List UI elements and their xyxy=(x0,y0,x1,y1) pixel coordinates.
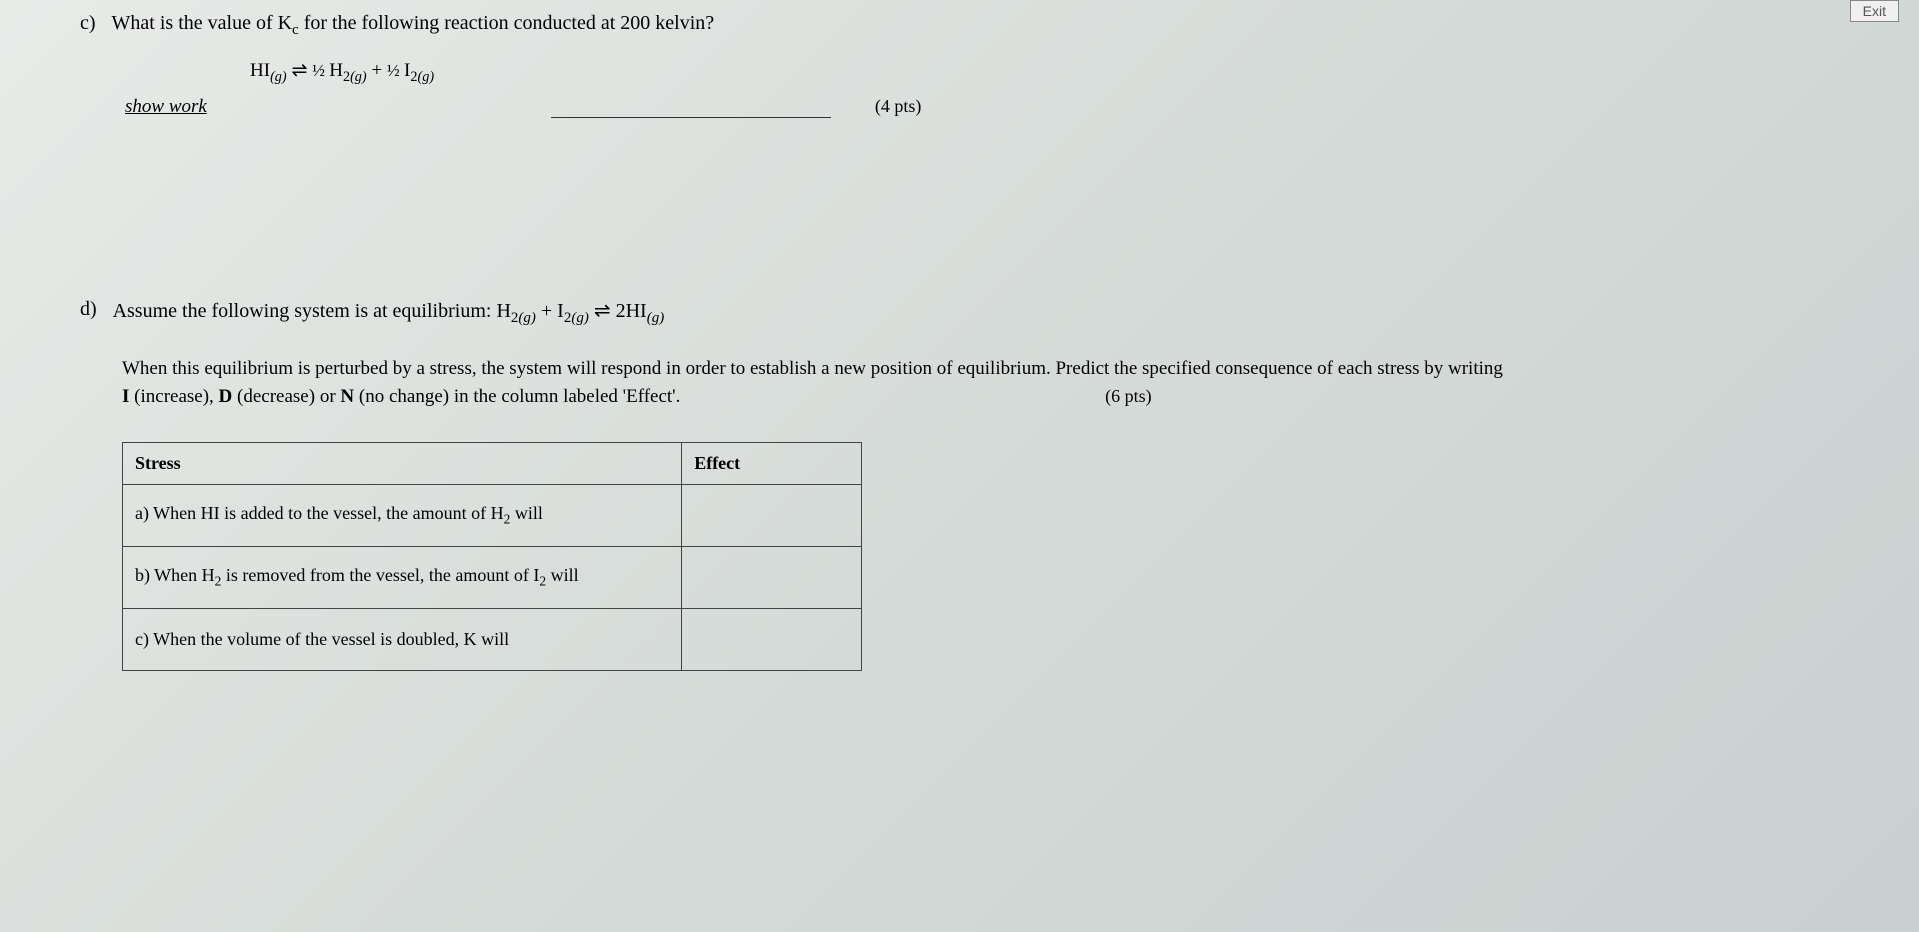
qd-eq-arrow: ⇌ xyxy=(594,300,616,322)
row-b-mid: is removed from the vessel, the amount o… xyxy=(221,565,539,585)
qd-eq-i2-state: (g) xyxy=(571,310,589,326)
row-b-label: b) xyxy=(135,565,150,585)
header-stress: Stress xyxy=(123,442,682,484)
qd-intro-text: Assume the following system is at equili… xyxy=(113,300,497,322)
qd-desc-2b: (increase), xyxy=(129,386,218,407)
row-c-label: c) xyxy=(135,629,149,649)
question-c-equation: HI(g) ⇌ ½ H2(g) + ½ I2(g) xyxy=(250,59,1839,86)
exit-button[interactable]: Exit xyxy=(1850,0,1899,22)
answer-blank-line xyxy=(551,117,831,118)
eq-rhs2-frac: ½ xyxy=(387,61,404,80)
eq-rhs1-frac: ½ xyxy=(312,61,329,80)
stress-cell-c: c) When the volume of the vessel is doub… xyxy=(123,608,682,670)
eq-rhs1-state: (g) xyxy=(350,69,367,85)
qd-eq-h2: H xyxy=(496,300,510,322)
question-d-description: When this equilibrium is perturbed by a … xyxy=(122,355,1839,412)
eq-rhs2-state: (g) xyxy=(417,69,434,85)
table-header-row: Stress Effect xyxy=(123,442,862,484)
eq-plus: + xyxy=(371,60,386,81)
qd-eq-plus: + xyxy=(541,300,557,322)
question-d-label: d) xyxy=(80,298,97,321)
qd-desc-2e: N xyxy=(340,386,354,407)
eq-arrow: ⇌ xyxy=(291,60,312,81)
stress-effect-table: Stress Effect a) When HI is added to the… xyxy=(122,442,862,671)
show-work-label: show work xyxy=(125,96,207,117)
effect-cell-b[interactable] xyxy=(682,546,862,608)
eq-rhs1: H xyxy=(329,60,343,81)
qd-eq-h2-state: (g) xyxy=(518,310,536,326)
question-d-intro: d) Assume the following system is at equ… xyxy=(80,298,1839,327)
qd-eq-rhs-state: (g) xyxy=(647,310,665,326)
qd-desc-2f: (no change) in the column labeled 'Effec… xyxy=(354,386,680,407)
qc-sub: c xyxy=(292,22,299,38)
header-effect: Effect xyxy=(682,442,862,484)
row-a-pre: When HI is added to the vessel, the amou… xyxy=(149,503,504,523)
qc-points: (4 pts) xyxy=(875,96,922,117)
question-c-text: What is the value of Kc for the followin… xyxy=(112,12,715,34)
stress-cell-b: b) When H2 is removed from the vessel, t… xyxy=(123,546,682,608)
eq-rhs1-sub: 2 xyxy=(343,69,350,85)
effect-cell-a[interactable] xyxy=(682,484,862,546)
row-a-label: a) xyxy=(135,503,149,523)
qd-points: (6 pts) xyxy=(1105,383,1152,410)
document-content: c) What is the value of Kc for the follo… xyxy=(0,0,1919,691)
qc-text-2: for the following reaction conducted at … xyxy=(299,12,714,34)
row-a-post: will xyxy=(510,503,543,523)
question-c: c) What is the value of Kc for the follo… xyxy=(80,12,1839,118)
table-row: b) When H2 is removed from the vessel, t… xyxy=(123,546,862,608)
qd-desc-1: When this equilibrium is perturbed by a … xyxy=(122,358,1503,379)
row-c-pre: When the volume of the vessel is doubled… xyxy=(149,629,509,649)
table-row: c) When the volume of the vessel is doub… xyxy=(123,608,862,670)
row-b-pre: When H xyxy=(150,565,215,585)
qd-desc-2c: D xyxy=(219,386,233,407)
row-b-post: will xyxy=(546,565,579,585)
question-d: d) Assume the following system is at equ… xyxy=(80,298,1839,671)
eq-lhs: HI xyxy=(250,60,270,81)
qd-desc-2d: (decrease) or xyxy=(232,386,340,407)
qd-eq-rhs: 2HI xyxy=(616,300,647,322)
stress-cell-a: a) When HI is added to the vessel, the a… xyxy=(123,484,682,546)
question-c-label: c) xyxy=(80,12,96,35)
eq-lhs-state: (g) xyxy=(270,69,287,85)
qc-text-1: What is the value of K xyxy=(112,12,293,34)
qc-answer-row: show work (4 pts) xyxy=(80,96,1839,118)
qd-eq-i2: I xyxy=(557,300,564,322)
table-row: a) When HI is added to the vessel, the a… xyxy=(123,484,862,546)
effect-cell-c[interactable] xyxy=(682,608,862,670)
